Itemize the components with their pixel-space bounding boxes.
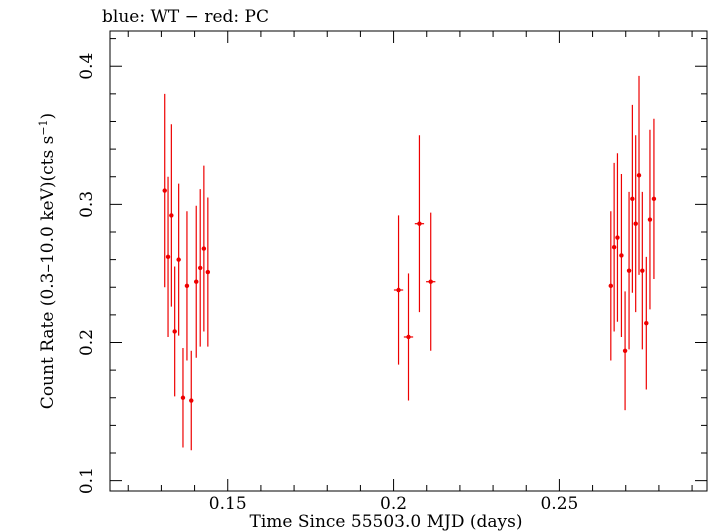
data-marker [644,320,649,326]
data-point [189,350,194,451]
data-marker [198,265,203,271]
data-point [608,211,614,361]
data-marker [165,254,171,260]
data-marker [201,246,207,251]
x-tick-label: 0.2 [380,494,407,514]
data-point [176,183,181,336]
data-point [626,191,632,350]
y-axis-label-end: ) [38,113,58,120]
y-axis: 0.1 0.2 0.3 0.4 [77,38,707,494]
data-marker [194,279,199,284]
data-marker [180,395,186,400]
data-point [169,124,174,307]
data-marker [608,283,614,289]
data-marker [640,268,645,273]
chart-title: blue: WT − red: PC [102,7,269,27]
data-marker [647,217,653,222]
data-point [393,215,404,365]
data-marker [611,244,617,250]
data-point [414,135,425,313]
data-marker [184,283,190,289]
x-axis: 0.15 0.2 0.25 [127,31,693,514]
y-axis-label-main: Count Rate (0.3–10.0 keV)(cts s [38,136,58,410]
data-point [615,153,620,322]
data-marker [626,268,632,273]
y-axis-label: Count Rate (0.3–10.0 keV)(cts s−1) [37,113,58,409]
plot-frame [109,30,708,492]
data-marker [162,188,167,193]
data-point [636,75,642,275]
x-tick-label: 0.15 [209,494,247,514]
data-point [198,189,203,347]
y-tick-label: 0.4 [77,53,97,80]
y-axis-label-sup: −1 [37,119,50,135]
data-point [184,211,190,361]
data-marker [633,221,638,226]
data-point [162,93,167,288]
data-marker [169,213,174,218]
data-marker [417,221,422,226]
data-points [162,75,657,451]
data-point [622,291,628,411]
data-marker [622,348,628,353]
data-point [426,212,436,351]
x-tick-label: 0.25 [540,494,578,514]
x-axis-label: Time Since 55503.0 MJD (days) [250,512,523,532]
data-point [611,162,617,332]
data-point [180,348,186,448]
data-marker [651,196,657,202]
data-point [633,135,638,313]
data-point [640,191,645,350]
data-point [651,118,657,279]
y-tick-label: 0.2 [77,329,97,356]
data-point [403,273,414,401]
data-marker [615,235,620,240]
data-marker [619,253,624,258]
data-marker [630,196,635,202]
data-marker [176,257,181,262]
data-marker [205,269,211,275]
data-point [630,104,635,293]
data-point [644,256,649,390]
data-point [194,205,199,358]
y-tick-label: 0.3 [77,191,97,218]
data-marker [636,173,642,178]
data-point [165,176,171,337]
data-marker [428,279,433,284]
data-point [201,165,207,332]
data-point [619,173,624,337]
data-point [205,197,211,347]
y-tick-label: 0.1 [77,467,97,494]
data-marker [396,287,401,293]
data-marker [172,329,177,334]
data-point [647,129,653,310]
data-marker [189,398,194,403]
data-marker [406,334,411,340]
data-point [172,266,177,397]
